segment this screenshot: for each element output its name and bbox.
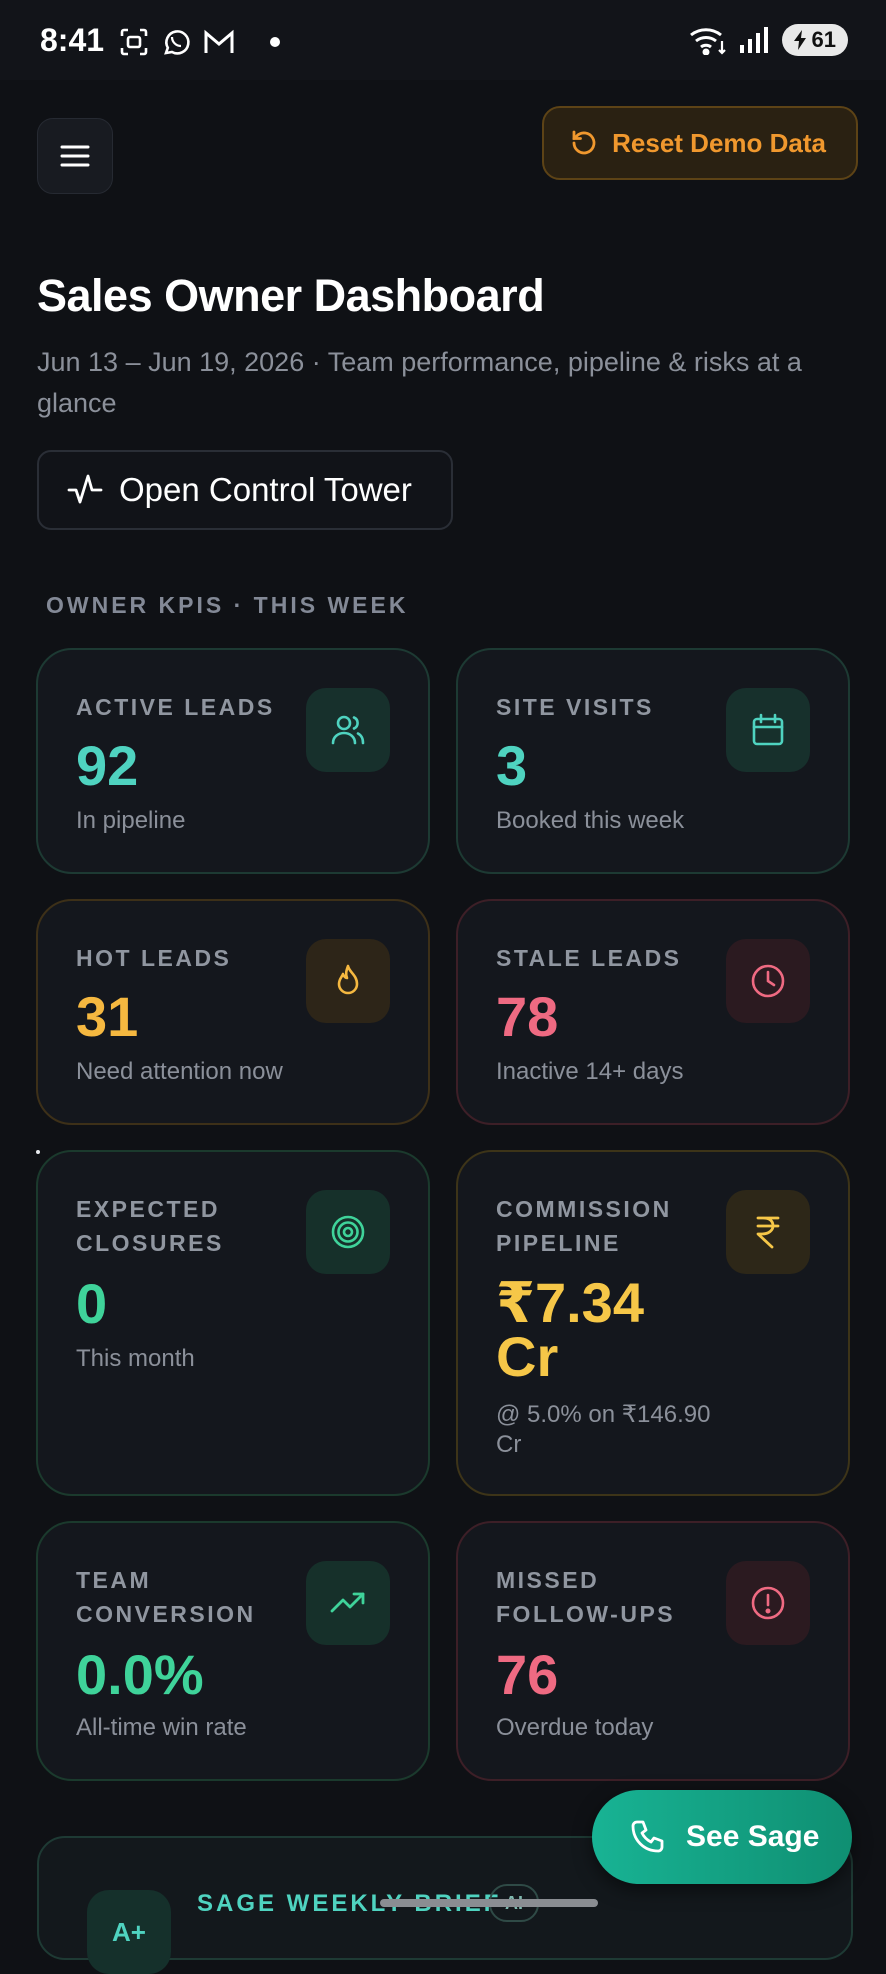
see-sage-label: See Sage	[686, 1820, 820, 1853]
kpi-sub: All-time win rate	[76, 1714, 247, 1741]
more-dot-icon	[270, 37, 280, 47]
battery-indicator: 61	[781, 24, 848, 56]
page-subtitle: Jun 13 – Jun 19, 2026 · Team performance…	[37, 347, 802, 418]
system-icons: 61	[688, 24, 848, 56]
clock-icon	[726, 939, 810, 1023]
kpi-sub: Inactive 14+ days	[496, 1058, 684, 1085]
open-control-tower-button[interactable]: Open Control Tower	[37, 450, 453, 530]
open-control-tower-label: Open Control Tower	[119, 471, 412, 508]
see-sage-button[interactable]: See Sage	[592, 1790, 852, 1884]
kpi-label: HOT LEADS	[76, 945, 232, 971]
page-title: Sales Owner Dashboard	[37, 270, 545, 321]
kpi-value: 76	[496, 1643, 559, 1706]
notification-icons	[118, 26, 280, 58]
kpi-card-expected-closures-panel[interactable]: EXPECTED CLOSURES 0 This month	[36, 1150, 430, 1496]
kpi-label: TEAM CONVERSION	[76, 1567, 256, 1627]
battery-level: 61	[811, 27, 836, 52]
kpi-card-team-conversion[interactable]: TEAM CONVERSION 0.0% All-time win rate	[36, 1521, 430, 1781]
charging-bolt-icon	[793, 30, 806, 50]
kpi-sub: Overdue today	[496, 1714, 654, 1741]
trending-up-icon	[306, 1561, 390, 1645]
kpi-value: ₹7.34 Cr	[496, 1271, 644, 1388]
rotate-ccw-icon	[572, 130, 596, 155]
kpi-card-hot-leads[interactable]: HOT LEADS 31 Need attention now	[36, 899, 430, 1125]
kpi-label: EXPECTED CLOSURES	[76, 1196, 224, 1256]
reset-demo-data-button[interactable]: Reset Demo Data	[542, 106, 858, 180]
home-indicator[interactable]	[380, 1899, 598, 1907]
kpi-sub: Booked this week	[496, 807, 685, 834]
alert-circle-icon	[726, 1561, 810, 1645]
kpi-value: 31	[76, 985, 139, 1048]
status-bar: 8:41 61	[0, 0, 886, 80]
kpi-sub: This month	[76, 1345, 195, 1372]
kpi-label: COMMISSION PIPELINE	[496, 1196, 672, 1256]
menu-button[interactable]	[37, 118, 113, 194]
kpi-label: ACTIVE LEADS	[76, 694, 275, 720]
activity-icon	[67, 474, 103, 504]
section-label: OWNER KPIS · THIS WEEK	[46, 592, 409, 618]
signal-icon	[739, 27, 768, 53]
kpi-value: 78	[496, 985, 559, 1048]
phone-icon	[631, 1820, 664, 1853]
whatsapp-icon	[164, 30, 190, 55]
calendar-icon	[726, 688, 810, 772]
reset-demo-data-label: Reset Demo Data	[612, 127, 826, 158]
hamburger-icon	[60, 145, 90, 167]
kpi-sub: @ 5.0% on ₹146.90 Cr	[496, 1401, 711, 1458]
kpi-label: STALE LEADS	[496, 945, 682, 971]
flame-icon	[306, 939, 390, 1023]
users-icon	[306, 688, 390, 772]
kpi-value: 0	[76, 1272, 108, 1335]
kpi-sub: In pipeline	[76, 807, 186, 834]
kpi-value: 0.0%	[76, 1643, 204, 1706]
kpi-value: 3	[496, 734, 528, 797]
kpi-value: 92	[76, 734, 139, 797]
kpi-card-expected-closures[interactable]	[36, 1150, 40, 1154]
screenshot-icon	[120, 28, 148, 56]
wifi-icon	[689, 28, 726, 55]
gmail-icon	[204, 29, 234, 53]
kpi-label: SITE VISITS	[496, 694, 654, 720]
kpi-card-active-leads[interactable]: ACTIVE LEADS 92 In pipeline	[36, 648, 430, 874]
kpi-card-site-visits[interactable]: SITE VISITS 3 Booked this week	[456, 648, 850, 874]
rupee-icon	[726, 1190, 810, 1274]
sage-brief-icon: A+	[87, 1890, 171, 1974]
kpi-card-missed-follow-ups[interactable]: MISSED FOLLOW-UPS 76 Overdue today	[456, 1521, 850, 1781]
kpi-card-stale-leads[interactable]: STALE LEADS 78 Inactive 14+ days	[456, 899, 850, 1125]
target-icon	[306, 1190, 390, 1274]
kpi-card-commission-pipeline[interactable]: COMMISSION PIPELINE ₹7.34 Cr @ 5.0% on ₹…	[456, 1150, 850, 1496]
kpi-label: MISSED FOLLOW-UPS	[496, 1567, 676, 1627]
status-time: 8:41	[40, 22, 105, 58]
kpi-sub: Need attention now	[76, 1058, 283, 1085]
